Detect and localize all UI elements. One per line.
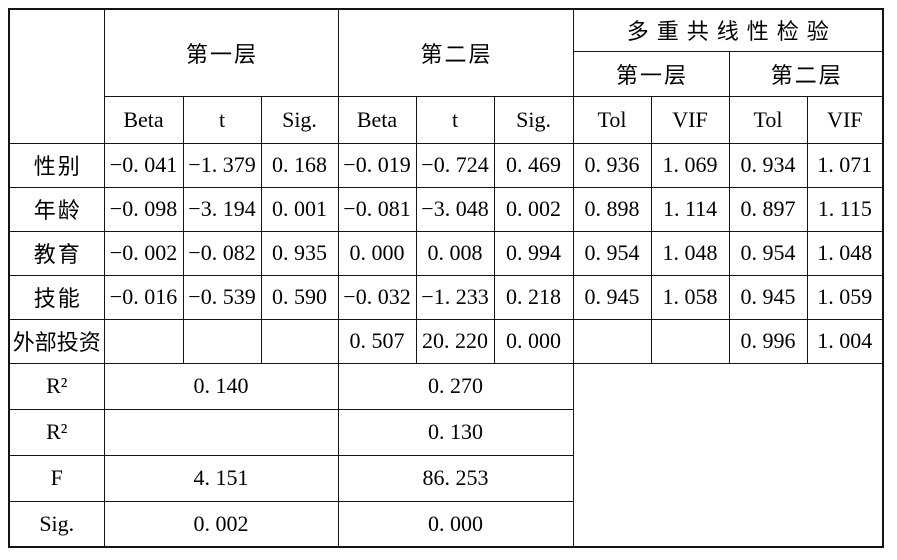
data-cell: 0. 001 bbox=[260, 186, 339, 232]
data-cell: 0. 507 bbox=[337, 318, 417, 364]
data-cell: 0. 936 bbox=[572, 142, 652, 188]
data-cell: −0. 041 bbox=[103, 142, 184, 188]
col-header-sig-2: Sig. bbox=[493, 95, 574, 144]
data-cell: 0. 934 bbox=[728, 142, 808, 188]
header-collinearity-layer2: 第二层 bbox=[728, 50, 884, 97]
summary-cell-layer1: 4. 151 bbox=[103, 454, 339, 502]
data-cell: 1. 114 bbox=[650, 186, 730, 232]
data-cell: 0. 945 bbox=[728, 274, 808, 320]
col-header-t-1: t bbox=[182, 95, 262, 144]
row-label: F bbox=[8, 454, 105, 502]
summary-cell-layer2: 0. 000 bbox=[337, 500, 574, 548]
header-row-1: 第一层 第二层 多重共线性检验 bbox=[8, 8, 884, 144]
col-header-tol-1: Tol bbox=[572, 95, 652, 144]
data-cell bbox=[182, 318, 262, 364]
data-cell: 0. 897 bbox=[728, 186, 808, 232]
data-cell: −0. 032 bbox=[337, 274, 417, 320]
row-label: 技能 bbox=[8, 274, 105, 320]
row-label: 教育 bbox=[8, 230, 105, 276]
data-cell: 0. 000 bbox=[493, 318, 574, 364]
data-cell: 1. 004 bbox=[806, 318, 884, 364]
data-cell: −0. 539 bbox=[182, 274, 262, 320]
collinearity-empty-cell bbox=[572, 362, 884, 548]
header-layer2: 第二层 bbox=[337, 8, 574, 97]
table-row-gender: 性别 −0. 041 −1. 379 0. 168 −0. 019 −0. 72… bbox=[8, 142, 884, 188]
table-row-external-investment: 外部投资 0. 507 20. 220 0. 000 0. 996 1. 004 bbox=[8, 318, 884, 364]
summary-row-sig: Sig. 0. 002 0. 000 bbox=[8, 500, 883, 548]
data-cell: 0. 002 bbox=[493, 186, 574, 232]
row-label: Sig. bbox=[8, 500, 105, 548]
data-cell: 0. 898 bbox=[572, 186, 652, 232]
data-cell: 1. 058 bbox=[650, 274, 730, 320]
summary-row-f: F 4. 151 86. 253 bbox=[8, 454, 883, 502]
corner-blank-cell bbox=[8, 8, 105, 144]
data-cell: 0. 590 bbox=[260, 274, 339, 320]
data-cell: 0. 008 bbox=[415, 230, 495, 276]
data-cell: 1. 069 bbox=[650, 142, 730, 188]
table-row-education: 教育 −0. 002 −0. 082 0. 935 0. 000 0. 008 … bbox=[8, 230, 884, 276]
row-label: 年龄 bbox=[8, 186, 105, 232]
col-header-vif-2: VIF bbox=[806, 95, 884, 144]
data-cell: −1. 379 bbox=[182, 142, 262, 188]
table-row-skill: 技能 −0. 016 −0. 539 0. 590 −0. 032 −1. 23… bbox=[8, 274, 884, 320]
data-cell: −0. 019 bbox=[337, 142, 417, 188]
table-row-age: 年龄 −0. 098 −3. 194 0. 001 −0. 081 −3. 04… bbox=[8, 186, 884, 232]
data-cell bbox=[572, 318, 652, 364]
data-cell: 0. 996 bbox=[728, 318, 808, 364]
data-cell: −3. 194 bbox=[182, 186, 262, 232]
data-cell: 0. 935 bbox=[260, 230, 339, 276]
data-cell: 20. 220 bbox=[415, 318, 495, 364]
regression-table: 第一层 第二层 多重共线性检验 第一层 第二层 Beta t Sig. Beta… bbox=[8, 8, 885, 548]
data-cell: 0. 954 bbox=[572, 230, 652, 276]
header-layer1: 第一层 bbox=[103, 8, 339, 97]
header-collinearity: 多重共线性检验 bbox=[572, 8, 884, 52]
summary-cell-layer1 bbox=[103, 408, 339, 456]
data-cell: 0. 994 bbox=[493, 230, 574, 276]
data-cell: −0. 002 bbox=[103, 230, 184, 276]
data-cell: 1. 071 bbox=[806, 142, 884, 188]
col-header-t-2: t bbox=[415, 95, 495, 144]
summary-cell-layer2: 0. 270 bbox=[337, 362, 574, 410]
summary-cell-layer2: 86. 253 bbox=[337, 454, 574, 502]
data-cell: 1. 048 bbox=[650, 230, 730, 276]
summary-row-r2-2: R² 0. 130 bbox=[8, 408, 883, 456]
row-label: 性别 bbox=[8, 142, 105, 188]
data-cell bbox=[260, 318, 339, 364]
data-cell bbox=[103, 318, 184, 364]
header-collinearity-layer1: 第一层 bbox=[572, 50, 730, 97]
row-label: 外部投资 bbox=[8, 318, 105, 364]
summary-cell-layer1: 0. 002 bbox=[103, 500, 339, 548]
col-header-vif-1: VIF bbox=[650, 95, 730, 144]
summary-cell-layer1: 0. 140 bbox=[103, 362, 339, 410]
col-header-tol-2: Tol bbox=[728, 95, 808, 144]
row-label: R² bbox=[8, 362, 105, 410]
data-cell: 1. 115 bbox=[806, 186, 884, 232]
data-cell: 0. 168 bbox=[260, 142, 339, 188]
data-cell: 0. 000 bbox=[337, 230, 417, 276]
summary-row-r2-1: R² 0. 140 0. 270 bbox=[8, 362, 884, 548]
data-cell: −1. 233 bbox=[415, 274, 495, 320]
row-label: R² bbox=[8, 408, 105, 456]
col-header-beta-2: Beta bbox=[337, 95, 417, 144]
data-cell: 0. 469 bbox=[493, 142, 574, 188]
data-cell: −0. 082 bbox=[182, 230, 262, 276]
data-cell: 1. 048 bbox=[806, 230, 884, 276]
col-header-beta-1: Beta bbox=[103, 95, 184, 144]
data-cell: −3. 048 bbox=[415, 186, 495, 232]
data-cell: −0. 016 bbox=[103, 274, 184, 320]
data-cell: 1. 059 bbox=[806, 274, 884, 320]
summary-cell-layer2: 0. 130 bbox=[337, 408, 574, 456]
data-cell: 0. 954 bbox=[728, 230, 808, 276]
data-cell: −0. 724 bbox=[415, 142, 495, 188]
data-cell: −0. 081 bbox=[337, 186, 417, 232]
header-row-2: 第一层 第二层 bbox=[9, 50, 884, 97]
table-container: 第一层 第二层 多重共线性检验 第一层 第二层 Beta t Sig. Beta… bbox=[8, 8, 885, 548]
data-cell: 0. 218 bbox=[493, 274, 574, 320]
data-cell: −0. 098 bbox=[103, 186, 184, 232]
header-row-3: Beta t Sig. Beta t Sig. Tol VIF Tol VIF bbox=[9, 95, 884, 144]
data-cell: 0. 945 bbox=[572, 274, 652, 320]
data-cell bbox=[650, 318, 730, 364]
col-header-sig-1: Sig. bbox=[260, 95, 339, 144]
